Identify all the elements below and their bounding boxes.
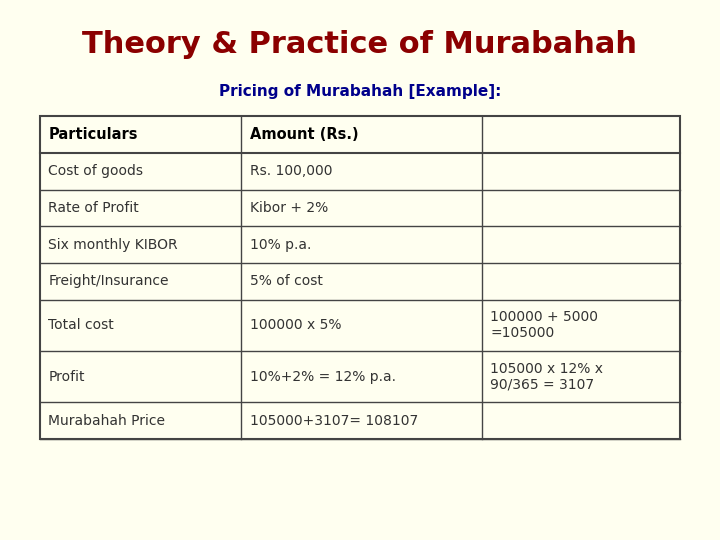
Text: 105000 x 12% x
90/365 = 3107: 105000 x 12% x 90/365 = 3107 bbox=[490, 362, 603, 392]
Text: Particulars: Particulars bbox=[48, 127, 138, 142]
Text: 100000 + 5000
=105000: 100000 + 5000 =105000 bbox=[490, 310, 598, 340]
Text: Six monthly KIBOR: Six monthly KIBOR bbox=[48, 238, 178, 252]
Text: Freight/Insurance: Freight/Insurance bbox=[48, 274, 168, 288]
Text: Murabahah Price: Murabahah Price bbox=[48, 414, 166, 428]
Text: Cost of goods: Cost of goods bbox=[48, 164, 143, 178]
Text: Rate of Profit: Rate of Profit bbox=[48, 201, 139, 215]
Text: 100000 x 5%: 100000 x 5% bbox=[250, 319, 341, 332]
Text: Profit: Profit bbox=[48, 370, 85, 383]
Text: Rs. 100,000: Rs. 100,000 bbox=[250, 164, 333, 178]
Text: Pricing of Murabahah [Example]:: Pricing of Murabahah [Example]: bbox=[219, 84, 501, 99]
Text: Kibor + 2%: Kibor + 2% bbox=[250, 201, 328, 215]
Text: Theory & Practice of Murabahah: Theory & Practice of Murabahah bbox=[83, 30, 637, 59]
Text: 5% of cost: 5% of cost bbox=[250, 274, 323, 288]
Text: Amount (Rs.): Amount (Rs.) bbox=[250, 127, 359, 142]
Text: 10%+2% = 12% p.a.: 10%+2% = 12% p.a. bbox=[250, 370, 396, 383]
Text: Total cost: Total cost bbox=[48, 319, 114, 332]
Text: 105000+3107= 108107: 105000+3107= 108107 bbox=[250, 414, 418, 428]
Text: 10% p.a.: 10% p.a. bbox=[250, 238, 312, 252]
